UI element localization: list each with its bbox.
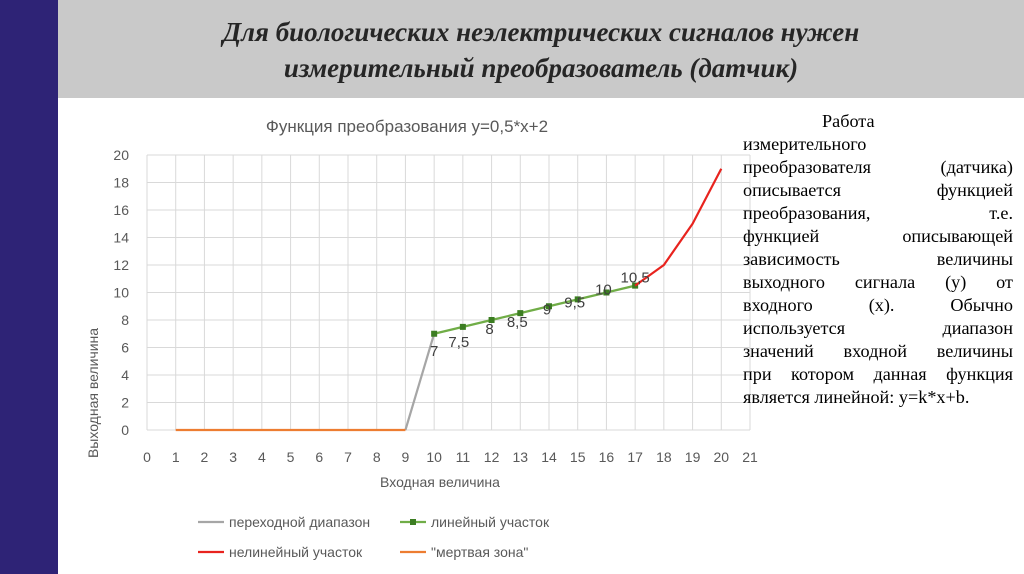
data-label: 9,5 bbox=[564, 294, 585, 311]
series-line-0 bbox=[404, 333, 436, 431]
chart-legend: переходной диапазон линейный участок нелин… bbox=[198, 514, 550, 560]
y-tick-label: 12 bbox=[113, 257, 129, 273]
y-tick-label: 2 bbox=[121, 395, 129, 411]
y-tick-label: 6 bbox=[121, 340, 129, 356]
y-tick-label: 16 bbox=[113, 202, 129, 218]
x-tick-label: 13 bbox=[512, 449, 528, 465]
y-tick-label: 20 bbox=[113, 147, 129, 163]
x-tick-label: 16 bbox=[599, 449, 615, 465]
x-tick-label: 4 bbox=[258, 449, 266, 465]
series-lines bbox=[175, 168, 723, 432]
y-tick-label: 4 bbox=[121, 367, 129, 383]
data-label: 10,5 bbox=[621, 270, 650, 287]
slide-header: Для биологических неэлектрических сигнал… bbox=[58, 0, 1024, 98]
y-tick-label: 18 bbox=[113, 175, 129, 191]
description-line: зависимость величины bbox=[743, 249, 1013, 269]
x-tick-label: 18 bbox=[656, 449, 672, 465]
legend-label: линейный участок bbox=[431, 514, 550, 530]
x-tick-label: 17 bbox=[627, 449, 643, 465]
series-marker bbox=[574, 296, 581, 303]
x-tick-label: 9 bbox=[402, 449, 410, 465]
data-label: 8,5 bbox=[507, 314, 528, 331]
description-line: преобразователя (датчика) bbox=[743, 157, 1013, 177]
legend-label: нелинейный участок bbox=[229, 544, 363, 560]
x-tick-label: 1 bbox=[172, 449, 180, 465]
series-marker bbox=[459, 323, 466, 330]
accent-side-bar bbox=[0, 0, 58, 574]
x-tick-label: 8 bbox=[373, 449, 381, 465]
series-marker bbox=[546, 303, 552, 310]
y-tick-label: 8 bbox=[121, 312, 129, 328]
series-marker bbox=[488, 317, 495, 323]
x-tick-label: 6 bbox=[315, 449, 323, 465]
axis-tick-labels: 0 1 2 3 4 5 6 7 8 9 10 11 12 13 14 15 16 17 18 19 20 21024681… bbox=[113, 147, 758, 465]
description-line: Работа bbox=[822, 111, 875, 131]
series-line-2 bbox=[634, 168, 723, 287]
x-tick-label: 5 bbox=[287, 449, 295, 465]
series-marker bbox=[603, 289, 610, 296]
description-line: преобразования, т.е. bbox=[743, 203, 1013, 223]
description-line: выходного сигнала (y) от bbox=[743, 272, 1013, 292]
y-tick-label: 0 bbox=[121, 422, 129, 438]
y-tick-label: 14 bbox=[113, 230, 129, 246]
x-tick-label: 3 bbox=[229, 449, 237, 465]
y-tick-label: 10 bbox=[113, 285, 129, 301]
slide-title-line-1: Для биологических неэлектрических сигнал… bbox=[222, 17, 860, 47]
x-tick-label: 19 bbox=[685, 449, 701, 465]
description-line: используется диапазон bbox=[743, 318, 1013, 338]
x-tick-label: 10 bbox=[426, 449, 442, 465]
description-line: значений входной величины bbox=[743, 341, 1013, 361]
legend-label: переходной диапазон bbox=[229, 514, 370, 530]
x-tick-label: 12 bbox=[484, 449, 500, 465]
x-tick-label: 0 bbox=[143, 449, 151, 465]
slide-title-line-2: измерительный преобразователь (датчик) bbox=[283, 53, 799, 83]
data-label: 7 bbox=[430, 343, 438, 360]
x-tick-label: 21 bbox=[742, 449, 758, 465]
description-line: измерительного bbox=[743, 134, 867, 154]
chart-title: Функция преобразования y=0,5*x+2 bbox=[266, 117, 548, 136]
x-tick-label: 20 bbox=[713, 449, 729, 465]
legend-label: "мертвая зона" bbox=[431, 544, 528, 560]
data-label: 10 bbox=[595, 282, 612, 299]
data-labels: 7 7,5 8 8,5 9 9,5 10 10,5 bbox=[430, 270, 650, 360]
series-marker bbox=[431, 330, 438, 337]
x-axis-title: Входная величина bbox=[380, 474, 500, 490]
y-axis-title: Выходная величина bbox=[85, 328, 101, 458]
legend-marker bbox=[410, 519, 416, 525]
x-tick-label: 2 bbox=[201, 449, 209, 465]
x-tick-label: 15 bbox=[570, 449, 586, 465]
x-tick-label: 11 bbox=[456, 449, 471, 465]
description-text: Работа измерительного преобразователя (дат… bbox=[743, 110, 1013, 409]
description-line: является линейной: y=k*x+b. bbox=[743, 387, 970, 407]
series-line-1 bbox=[433, 284, 636, 335]
description-line: при котором данная функция bbox=[743, 364, 1013, 384]
data-label: 9 bbox=[543, 301, 551, 318]
x-tick-label: 14 bbox=[541, 449, 557, 465]
data-label: 7,5 bbox=[448, 334, 469, 351]
description-line: описывается функцией bbox=[743, 180, 1013, 200]
slide-title: Для биологических неэлектрических сигнал… bbox=[58, 14, 1024, 86]
data-label: 8 bbox=[485, 321, 493, 338]
x-tick-label: 7 bbox=[344, 449, 352, 465]
grid-lines bbox=[146, 154, 751, 431]
series-marker bbox=[517, 310, 524, 317]
description-line: входного (x). Обычно bbox=[743, 295, 1013, 315]
description-line: функцией описывающей bbox=[743, 226, 1013, 246]
